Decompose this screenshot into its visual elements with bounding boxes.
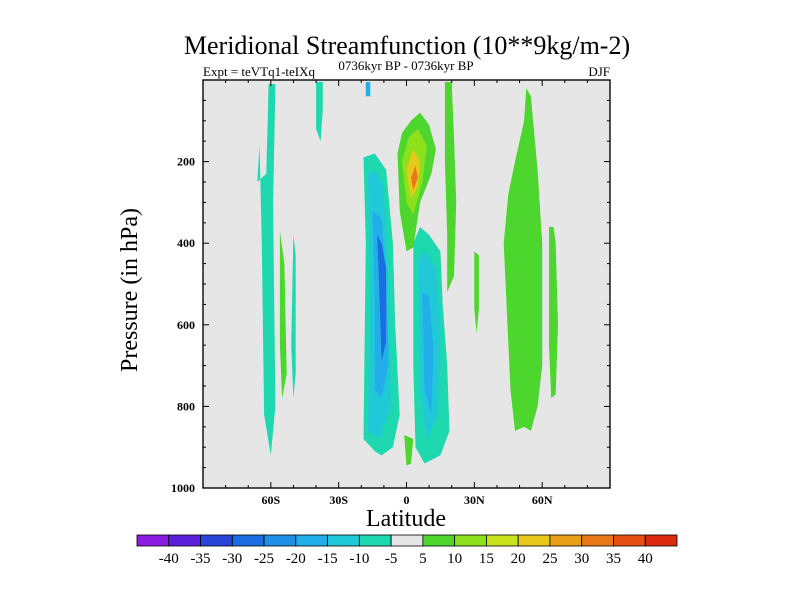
- colorbar-swatch: [581, 534, 614, 547]
- contour-region-6: [377, 235, 387, 362]
- colorbar-label: -40: [159, 551, 179, 567]
- contour-region-2: [316, 82, 323, 142]
- colorbar-label: 35: [606, 551, 621, 567]
- colorbar-label: 30: [574, 551, 589, 567]
- colorbar-label: -10: [349, 551, 369, 567]
- colorbar-swatch: [486, 534, 519, 547]
- contour-region-0: [257, 84, 276, 456]
- y-axis-label: Pressure (in hPa): [117, 208, 143, 372]
- colorbar-label: -35: [191, 551, 211, 567]
- contour-region-16: [279, 231, 287, 399]
- x-axis-label: Latitude: [366, 506, 446, 532]
- y-tick-label: 800: [177, 399, 195, 413]
- colorbar-swatch: [358, 534, 392, 547]
- contour-region-9: [422, 292, 434, 415]
- colorbar-label: 40: [638, 551, 653, 567]
- colorbar-label: 5: [419, 551, 427, 567]
- colorbar-swatch: [390, 534, 424, 547]
- period-label: 0736kyr BP - 0736kyr BP: [338, 58, 473, 73]
- colorbar-label: -15: [318, 551, 338, 567]
- x-tick-label: 30S: [329, 493, 348, 507]
- colorbar-swatch: [231, 534, 265, 547]
- y-tick-label: 600: [177, 318, 195, 332]
- colorbar-label: -20: [286, 551, 306, 567]
- colorbar-swatch: [263, 534, 297, 547]
- colorbar-label: -5: [385, 551, 398, 567]
- colorbar-label: 10: [447, 551, 462, 567]
- colorbar-swatch: [136, 534, 170, 547]
- colorbar-swatch: [644, 534, 678, 547]
- colorbar-swatch: [422, 534, 456, 547]
- colorbar-swatch: [454, 534, 487, 547]
- colorbar-swatch: [613, 534, 646, 547]
- x-tick-label: 60N: [532, 493, 553, 507]
- colorbar-label: 20: [511, 551, 526, 567]
- contour-region-19: [549, 226, 558, 399]
- colorbar-label: 15: [479, 551, 494, 567]
- contour-region-18: [503, 88, 543, 431]
- colorbar-swatch: [327, 534, 360, 547]
- x-tick-label: 30N: [464, 493, 485, 507]
- chart-title: Meridional Streamfunction (10**9kg/m-2): [184, 31, 630, 60]
- colorbar-swatch: [549, 534, 583, 547]
- y-tick-label: 400: [177, 236, 195, 250]
- colorbar-swatch: [168, 534, 201, 547]
- colorbar-label: -30: [222, 551, 242, 567]
- colorbar-label: -25: [254, 551, 274, 567]
- contour-region-17: [404, 435, 414, 466]
- x-tick-label: 60S: [261, 493, 280, 507]
- x-tick-label: 0: [404, 493, 410, 507]
- contour-region-14: [411, 165, 418, 191]
- season-label: DJF: [588, 64, 610, 79]
- colorbar-swatch: [200, 534, 233, 547]
- contour-region-1: [291, 235, 296, 399]
- expt-label: Expt = teVTq1-teIXq: [203, 64, 316, 79]
- contour-region-20: [474, 251, 479, 333]
- colorbar-swatch: [295, 534, 328, 547]
- colorbar-label: 25: [542, 551, 557, 567]
- y-tick-label: 1000: [171, 481, 195, 495]
- colorbar-swatch: [517, 534, 551, 547]
- contour-region-10: [365, 82, 371, 97]
- y-tick-label: 200: [177, 155, 195, 169]
- contour-region-15: [444, 82, 457, 293]
